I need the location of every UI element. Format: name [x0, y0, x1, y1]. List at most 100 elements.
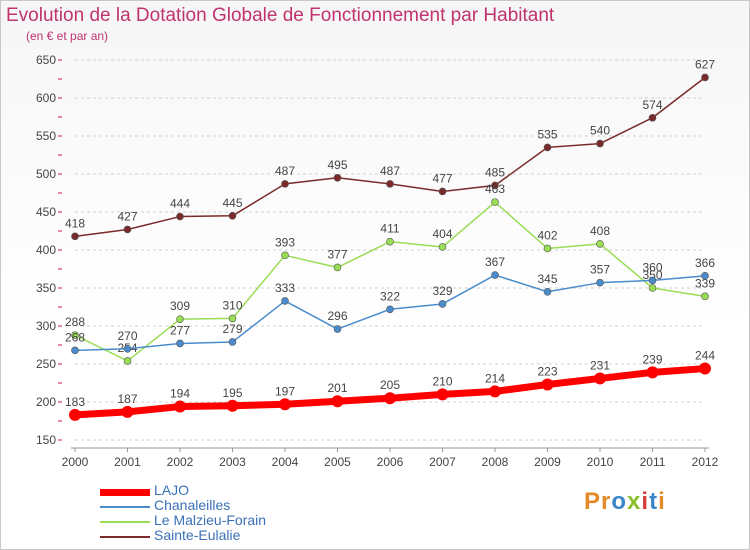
x-tick-label: 2003 [219, 455, 246, 469]
data-label: 377 [327, 247, 347, 261]
y-tick-label: 500 [36, 167, 56, 181]
data-point [69, 408, 81, 421]
data-label: 205 [380, 378, 400, 392]
data-label: 487 [275, 164, 295, 178]
data-point [648, 276, 657, 285]
data-label: 268 [65, 330, 85, 344]
data-label: 310 [222, 298, 242, 312]
data-point [438, 187, 447, 196]
data-point [543, 287, 552, 296]
x-tick-label: 2004 [272, 455, 299, 469]
x-tick-label: 2000 [62, 455, 89, 469]
data-point [176, 339, 184, 348]
data-label: 444 [170, 197, 190, 211]
proxiti-logo: Proxiti [584, 488, 666, 516]
data-point [71, 331, 79, 339]
data-label: 463 [485, 182, 505, 196]
data-label: 487 [380, 164, 400, 178]
data-point [436, 388, 449, 401]
data-point [123, 344, 132, 353]
data-point [281, 251, 289, 260]
data-point [438, 300, 447, 308]
logo-letter: P [584, 488, 602, 515]
data-point [331, 395, 344, 408]
data-label: 485 [485, 165, 505, 179]
data-point [491, 181, 499, 190]
data-label: 535 [537, 127, 557, 141]
y-tick-label: 400 [36, 243, 56, 257]
logo-letter: t [649, 488, 659, 515]
logo-letter: o [611, 488, 628, 515]
x-tick-label: 2007 [429, 455, 456, 469]
logo-letter: i [658, 488, 666, 515]
data-label: 183 [65, 395, 85, 409]
y-tick-label: 650 [36, 53, 56, 67]
data-label: 477 [432, 171, 452, 185]
legend-label: LAJO [154, 482, 190, 498]
data-label: 244 [695, 349, 715, 363]
data-point [438, 243, 447, 251]
data-point [594, 372, 606, 385]
data-label: 627 [695, 57, 715, 71]
data-point [543, 244, 552, 253]
data-point [701, 292, 709, 301]
data-label: 270 [117, 329, 137, 343]
data-point [541, 378, 554, 391]
data-point [701, 272, 709, 280]
data-label: 194 [170, 387, 190, 401]
data-label: 345 [537, 272, 557, 286]
data-point [71, 346, 79, 355]
data-label: 279 [222, 322, 242, 336]
data-point [279, 398, 291, 411]
legend-swatch [100, 536, 150, 538]
data-point [228, 314, 237, 323]
x-tick-label: 2009 [534, 455, 561, 469]
data-label: 197 [275, 384, 295, 398]
data-label: 296 [327, 309, 347, 323]
data-label: 210 [432, 374, 452, 388]
data-point [386, 237, 394, 246]
data-point [648, 284, 657, 292]
data-point [123, 357, 132, 365]
legend-label: Sainte-Eulalie [154, 527, 241, 543]
data-point [176, 315, 184, 323]
y-tick-label: 250 [36, 357, 56, 371]
data-label: 239 [642, 352, 662, 366]
x-tick-label: 2006 [377, 455, 404, 469]
data-label: 367 [485, 255, 505, 269]
data-label: 402 [537, 228, 557, 242]
data-label: 187 [117, 392, 137, 406]
data-label: 366 [695, 256, 715, 270]
data-point [386, 305, 394, 314]
logo-letter: r [601, 488, 612, 515]
x-tick-label: 2011 [640, 455, 666, 469]
data-label: 223 [537, 365, 557, 379]
data-label: 201 [327, 381, 347, 395]
data-label: 309 [170, 299, 190, 313]
data-label: 574 [642, 98, 662, 112]
data-label: 329 [432, 284, 452, 298]
data-point [121, 405, 134, 418]
legend-label: Chanaleilles [154, 497, 231, 513]
x-tick-label: 2002 [167, 455, 194, 469]
data-point [71, 232, 79, 241]
data-label: 404 [432, 227, 452, 241]
y-tick-label: 600 [36, 91, 56, 105]
y-tick-label: 550 [36, 129, 56, 143]
data-point [176, 212, 184, 221]
y-tick-label: 350 [36, 281, 56, 295]
data-label: 322 [380, 289, 400, 303]
data-point [384, 392, 396, 405]
data-point [596, 240, 604, 248]
x-tick-label: 2010 [587, 455, 614, 469]
data-point [333, 174, 342, 182]
logo-letter: i [641, 488, 650, 515]
data-point [333, 263, 342, 272]
data-point [228, 338, 237, 346]
logo-letter: x [627, 488, 642, 515]
data-label: 427 [117, 209, 137, 223]
x-tick-label: 2005 [324, 455, 351, 469]
data-point [699, 362, 711, 375]
y-tick-label: 450 [36, 205, 56, 219]
